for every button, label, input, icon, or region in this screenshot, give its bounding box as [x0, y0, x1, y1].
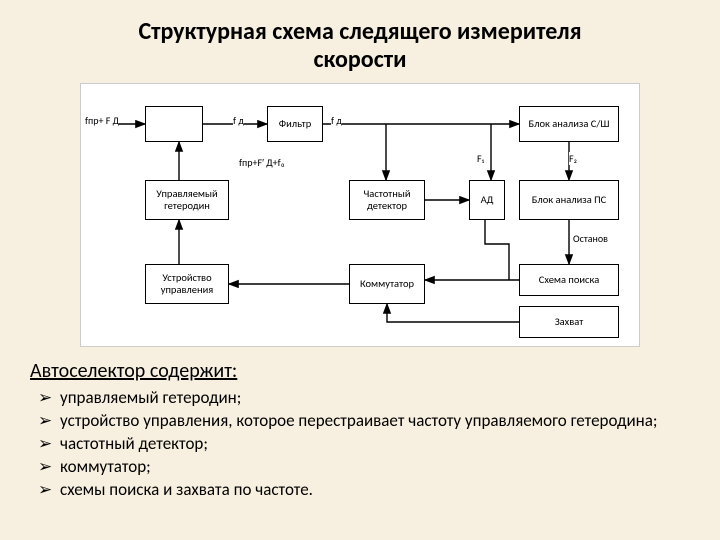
edge-14 — [485, 220, 509, 280]
node-analysis_ps: Блок анализа ПС — [519, 180, 619, 220]
node-filter: Фильтр — [267, 106, 323, 142]
node-ad: АД — [469, 180, 505, 220]
title-line1: Структурная схема следящего измерителя — [138, 17, 581, 46]
list-heading: Автоселектор содержит: — [30, 359, 690, 383]
list-item: управляемый гетеродин; — [38, 387, 690, 410]
node-freq_det: Частотный детектор — [349, 180, 425, 220]
label-fd1: f д — [233, 114, 244, 127]
node-mixer — [145, 106, 203, 142]
label-f2: F₂ — [569, 152, 577, 165]
node-heterodyne: Управляемый гетеродин — [145, 180, 229, 220]
node-capture: Захват — [519, 306, 619, 338]
label-stop: Останов — [573, 232, 608, 245]
node-search: Схема поиска — [519, 264, 619, 296]
list-item: схемы поиска и захвата по частоте. — [38, 479, 690, 502]
block-diagram: Фильтр Блок анализа С/Ш Управляемый гетеро… — [80, 83, 640, 347]
contains-list: управляемый гетеродин; устройство управл… — [30, 387, 690, 502]
edge-13 — [387, 304, 519, 322]
list-item: частотный детектор; — [38, 433, 690, 456]
label-f1: F₁ — [477, 152, 484, 165]
label-mix: fпр+F′ Д+f₀ — [239, 156, 285, 169]
node-commutator: Коммутатор — [349, 264, 425, 304]
title-line2: скорости — [314, 45, 407, 74]
page-title: Структурная схема следящего измерителя с… — [30, 18, 690, 73]
list-item: устройство управления, которое перестраи… — [38, 410, 690, 433]
label-fd2: f д — [331, 114, 342, 127]
node-analysis_cs: Блок анализа С/Ш — [519, 106, 619, 142]
label-in: fпр+ F Д — [85, 114, 119, 127]
node-control: Устройство управления — [145, 264, 229, 304]
list-item: коммутатор; — [38, 456, 690, 479]
